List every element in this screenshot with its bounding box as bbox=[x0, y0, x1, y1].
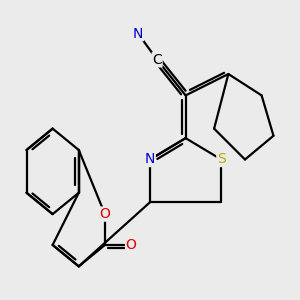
Text: O: O bbox=[99, 207, 110, 221]
Text: C: C bbox=[152, 53, 162, 67]
Text: O: O bbox=[126, 238, 136, 252]
Text: N: N bbox=[133, 27, 143, 40]
Text: N: N bbox=[145, 152, 155, 167]
Text: S: S bbox=[217, 152, 226, 167]
